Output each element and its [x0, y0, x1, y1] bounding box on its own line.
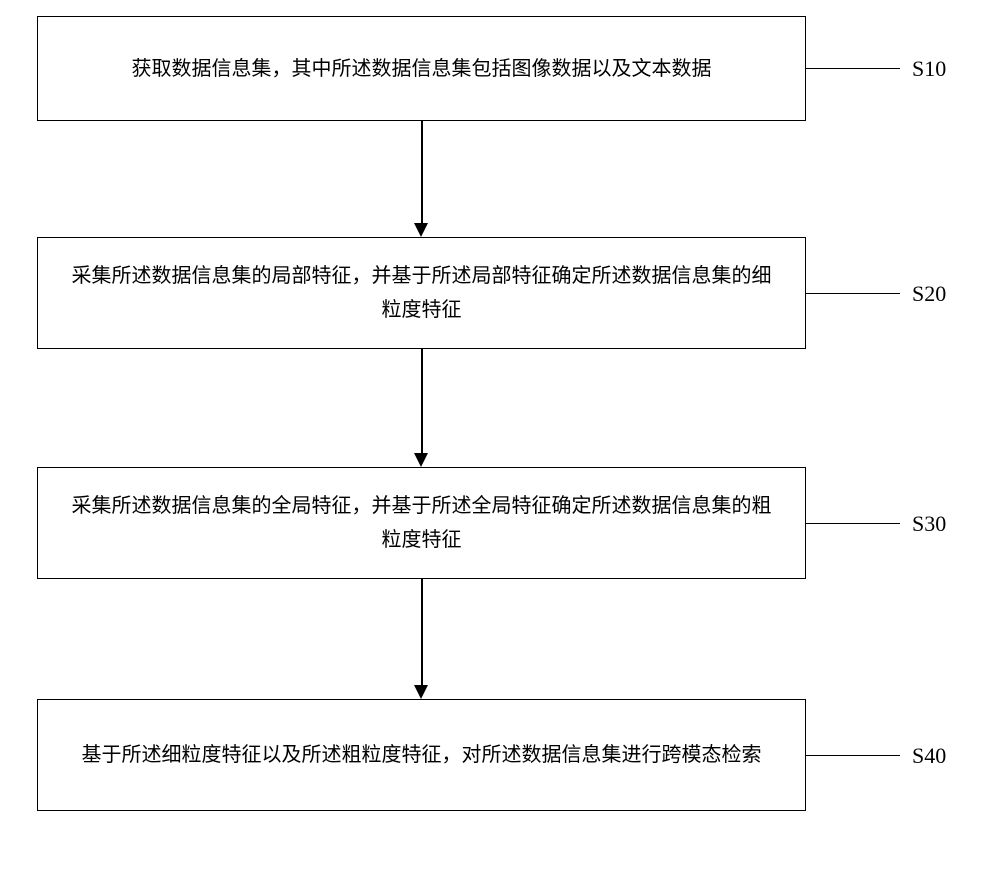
- flowchart-node-s10: 获取数据信息集，其中所述数据信息集包括图像数据以及文本数据: [37, 16, 806, 121]
- flowchart-node-s40: 基于所述细粒度特征以及所述粗粒度特征，对所述数据信息集进行跨模态检索: [37, 699, 806, 811]
- label-connector-line: [806, 523, 900, 524]
- flowchart-edge: [421, 121, 423, 223]
- flowchart-node-label: S20: [912, 281, 946, 307]
- flowchart-node-s20: 采集所述数据信息集的局部特征，并基于所述局部特征确定所述数据信息集的细粒度特征: [37, 237, 806, 349]
- flowchart-node-label: S10: [912, 56, 946, 82]
- arrow-down-icon: [414, 685, 428, 699]
- arrow-down-icon: [414, 223, 428, 237]
- flowchart-node-text: 采集所述数据信息集的全局特征，并基于所述全局特征确定所述数据信息集的粗粒度特征: [68, 489, 775, 557]
- flowchart-node-label: S30: [912, 511, 946, 537]
- flowchart-node-text: 采集所述数据信息集的局部特征，并基于所述局部特征确定所述数据信息集的细粒度特征: [68, 259, 775, 327]
- flowchart-node-text: 获取数据信息集，其中所述数据信息集包括图像数据以及文本数据: [132, 52, 712, 86]
- flowchart-node-label: S40: [912, 743, 946, 769]
- flowchart-edge: [421, 579, 423, 685]
- flowchart-container: 获取数据信息集，其中所述数据信息集包括图像数据以及文本数据 S10 采集所述数据…: [0, 0, 1000, 876]
- arrow-down-icon: [414, 453, 428, 467]
- label-connector-line: [806, 293, 900, 294]
- flowchart-edge: [421, 349, 423, 453]
- label-connector-line: [806, 68, 900, 69]
- flowchart-node-s30: 采集所述数据信息集的全局特征，并基于所述全局特征确定所述数据信息集的粗粒度特征: [37, 467, 806, 579]
- flowchart-node-text: 基于所述细粒度特征以及所述粗粒度特征，对所述数据信息集进行跨模态检索: [82, 738, 762, 772]
- label-connector-line: [806, 755, 900, 756]
